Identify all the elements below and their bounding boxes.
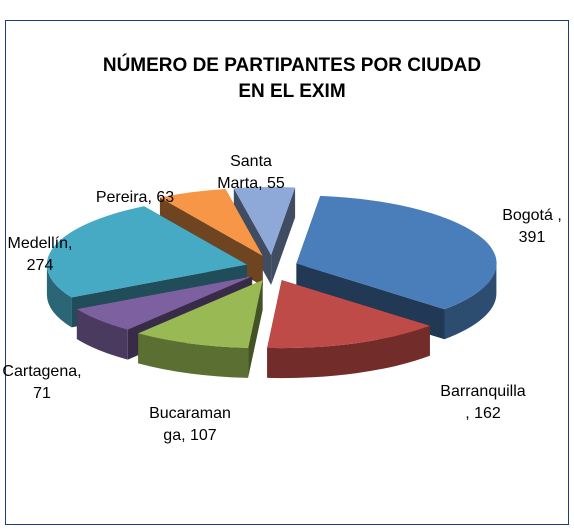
pie — [46, 187, 497, 379]
slice — [267, 280, 430, 379]
data-label: Bogotá , — [502, 207, 562, 224]
slice-top — [138, 280, 263, 348]
data-labels: Bogotá , 391 Barranquilla , 162 Bucaraman ga,… — [2, 153, 561, 444]
data-label: Bucaraman — [149, 405, 231, 422]
data-label: 391 — [519, 229, 546, 246]
slice-top — [296, 195, 497, 310]
slice-wall — [46, 264, 72, 328]
chart-title: NÚMERO DE PARTIPANTES POR CIUDAD — [103, 54, 481, 76]
slice-top — [233, 187, 296, 255]
data-label: Pereira, 63 — [96, 189, 174, 206]
slice-wall — [444, 263, 497, 340]
slice-side — [271, 187, 296, 285]
data-label: Santa — [230, 153, 272, 170]
data-label: , 162 — [465, 405, 501, 422]
data-label: Marta, 55 — [217, 175, 285, 192]
slice-top — [159, 189, 263, 256]
data-label: 71 — [33, 385, 51, 402]
data-label: 274 — [27, 257, 54, 274]
slice-wall — [138, 333, 249, 378]
data-label: Medellín, — [8, 235, 73, 252]
slice-wall — [267, 325, 430, 379]
data-label: Barranquilla — [440, 383, 525, 400]
data-label: ga, 107 — [163, 427, 216, 444]
data-label: Cartagena, — [2, 363, 81, 380]
slice-top — [46, 206, 247, 298]
slice-top — [267, 280, 430, 349]
slice-top — [76, 276, 253, 330]
chart-title: EN EL EXIM — [238, 81, 345, 102]
slice-wall — [76, 309, 128, 360]
slice — [138, 280, 263, 378]
